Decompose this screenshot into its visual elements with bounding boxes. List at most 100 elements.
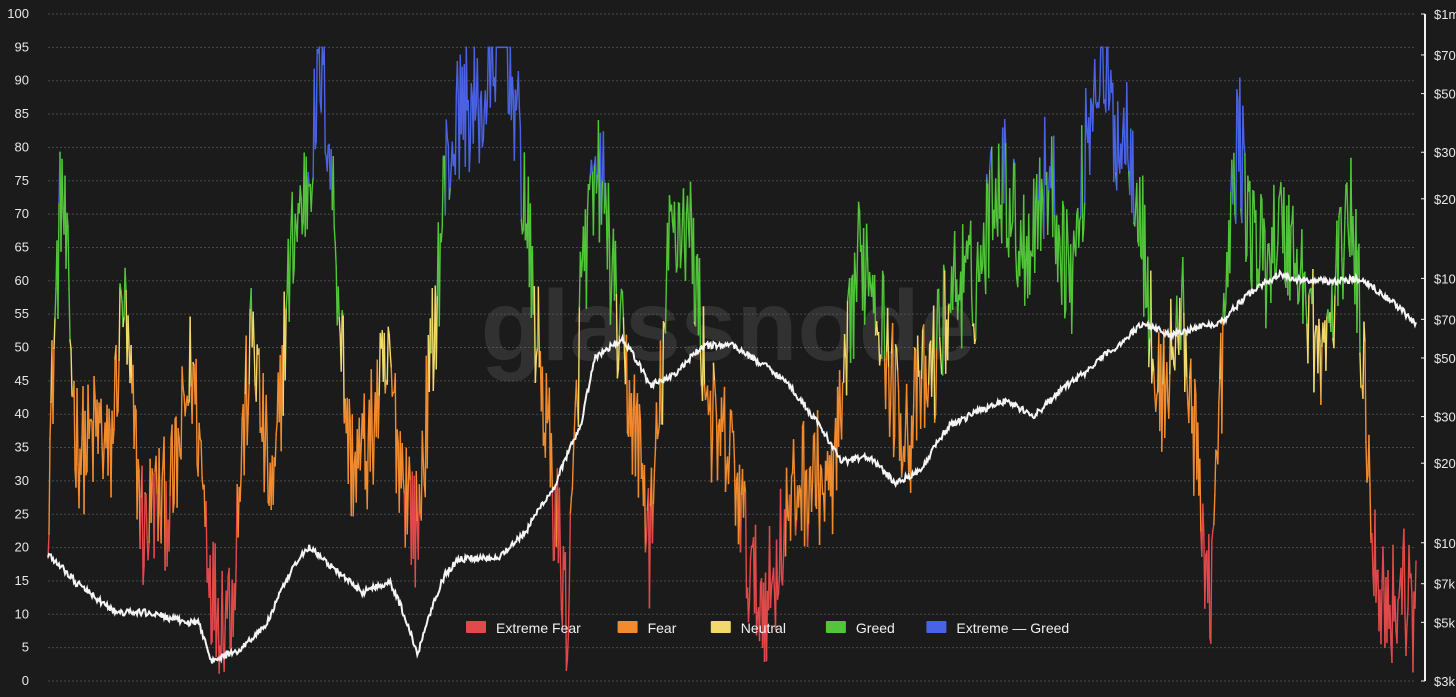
sentiment-segment — [558, 487, 562, 558]
sentiment-segment — [421, 430, 424, 462]
sentiment-segment — [1153, 370, 1156, 396]
sentiment-segment — [289, 221, 292, 256]
sentiment-segment — [882, 275, 886, 360]
sentiment-segment — [1152, 358, 1155, 373]
sentiment-segment — [806, 522, 810, 547]
sentiment-segment — [775, 539, 779, 600]
sentiment-segment — [1194, 378, 1197, 396]
sentiment-segment — [366, 437, 369, 510]
sentiment-segment — [748, 557, 752, 600]
sentiment-segment — [974, 269, 978, 340]
sentiment-segment — [1245, 254, 1248, 262]
sentiment-segment — [1414, 560, 1417, 609]
sentiment-segment — [145, 493, 148, 539]
sentiment-segment — [927, 344, 931, 385]
left-tick-label: 0 — [22, 673, 29, 688]
sentiment-segment — [65, 212, 68, 269]
sentiment-segment — [941, 264, 945, 376]
sentiment-segment — [622, 317, 626, 353]
sentiment-segment — [189, 316, 192, 388]
sentiment-segment — [134, 405, 137, 412]
sentiment-segment — [1258, 260, 1261, 288]
left-tick-label: 60 — [15, 273, 29, 288]
sentiment-segment — [1136, 182, 1139, 242]
sentiment-segment — [1098, 92, 1101, 109]
sentiment-segment — [1302, 273, 1305, 324]
sentiment-segment — [1314, 325, 1317, 339]
sentiment-segment — [390, 367, 393, 397]
sentiment-segment — [1202, 503, 1205, 536]
sentiment-segment — [868, 271, 872, 287]
sentiment-segment — [698, 257, 702, 353]
sentiment-segment — [813, 432, 817, 506]
sentiment-segment — [401, 443, 404, 481]
sentiment-segment — [402, 478, 406, 495]
sentiment-segment — [1023, 259, 1027, 306]
sentiment-segment — [518, 107, 522, 128]
sentiment-segment — [333, 226, 336, 244]
sentiment-segment — [1107, 46, 1110, 111]
sentiment-segment — [1340, 206, 1343, 261]
sentiment-segment — [133, 405, 136, 450]
sentiment-segment — [857, 201, 861, 212]
sentiment-segment — [664, 279, 668, 334]
sentiment-segment — [1346, 182, 1349, 227]
sentiment-segment — [1352, 216, 1355, 255]
legend-label: Fear — [648, 620, 677, 636]
sentiment-segment — [803, 471, 807, 547]
sentiment-segment — [292, 267, 295, 284]
sentiment-segment — [742, 481, 746, 518]
sentiment-segment — [1239, 77, 1242, 211]
sentiment-segment — [903, 421, 907, 462]
sentiment-segment — [1278, 192, 1281, 200]
sentiment-segment — [447, 144, 451, 200]
sentiment-segment — [856, 201, 860, 248]
sentiment-segment — [849, 278, 853, 363]
sentiment-segment — [523, 152, 527, 241]
legend-swatch — [825, 621, 846, 633]
sentiment-segment — [142, 565, 145, 585]
sentiment-segment — [1105, 46, 1108, 113]
sentiment-segment — [293, 213, 296, 270]
sentiment-segment — [1092, 89, 1095, 132]
sentiment-segment — [1263, 218, 1266, 232]
sentiment-segment — [886, 308, 890, 368]
sentiment-segment — [438, 233, 441, 327]
sentiment-segment — [444, 119, 447, 216]
sentiment-segment — [616, 368, 620, 379]
sentiment-segment — [252, 311, 255, 349]
sentiment-segment — [667, 195, 671, 271]
sentiment-segment — [1320, 345, 1323, 405]
sentiment-segment — [265, 394, 268, 439]
sentiment-segment — [807, 468, 811, 524]
sentiment-segment — [1114, 115, 1117, 174]
sentiment-segment — [384, 379, 388, 394]
sentiment-segment — [1401, 547, 1404, 615]
sentiment-segment — [291, 191, 294, 284]
right-tick-label: $700k — [1434, 48, 1456, 63]
sentiment-segment — [863, 285, 867, 325]
sentiment-segment — [779, 488, 783, 580]
sentiment-segment — [1343, 217, 1346, 260]
sentiment-segment — [465, 46, 469, 111]
right-tick-label: $70k — [1434, 312, 1456, 327]
sentiment-segment — [892, 434, 896, 458]
sentiment-segment — [147, 541, 150, 561]
sentiment-segment — [1193, 378, 1196, 496]
sentiment-segment — [469, 83, 473, 147]
sentiment-segment — [973, 337, 977, 345]
sentiment-segment — [586, 184, 590, 218]
sentiment-segment — [422, 459, 426, 486]
sentiment-segment — [994, 178, 998, 220]
sentiment-segment — [377, 393, 380, 439]
sentiment-segment — [1139, 176, 1142, 257]
sentiment-segment — [1108, 98, 1111, 111]
sentiment-segment — [1405, 624, 1408, 656]
sentiment-segment — [1362, 321, 1365, 399]
sentiment-segment — [1268, 243, 1271, 263]
sentiment-segment — [441, 155, 444, 228]
sentiment-segment — [1359, 352, 1362, 389]
sentiment-segment — [673, 201, 677, 247]
sentiment-segment — [1127, 158, 1130, 173]
sentiment-segment — [739, 493, 743, 553]
